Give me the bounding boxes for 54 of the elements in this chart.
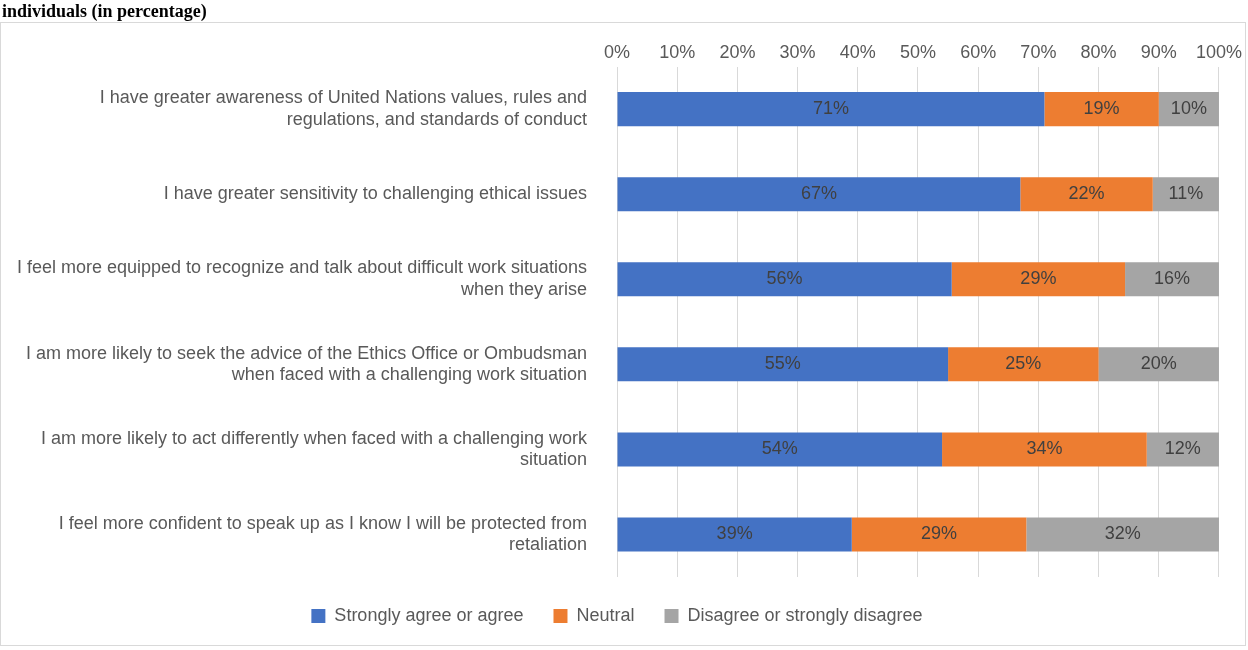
data-label: 32% — [1104, 523, 1141, 544]
x-tick-label: 30% — [779, 41, 816, 62]
bar — [617, 347, 949, 382]
x-tick-label: 70% — [1020, 41, 1057, 62]
data-label: 25% — [1005, 353, 1042, 374]
legend-label: Disagree or strongly disagree — [687, 604, 923, 625]
data-label: 55% — [764, 353, 801, 374]
bar — [1020, 177, 1153, 212]
y-tick-label: I feel more equipped to recognize and talk about difficult work situations when they arise — [16, 257, 587, 300]
x-tick-label: 0% — [603, 41, 631, 62]
data-label: 34% — [1026, 438, 1063, 459]
data-label: 19% — [1083, 98, 1120, 119]
x-tick-label: 20% — [719, 41, 756, 62]
y-tick-label: I have greater sensitivity to challenging ethical issues — [163, 183, 587, 204]
legend-label: Strongly agree or agree — [334, 604, 524, 625]
bar — [1044, 92, 1159, 127]
y-tick-label: I feel more confident to speak up as I know I will be protected from retaliation — [58, 512, 587, 555]
data-label: 39% — [716, 523, 753, 544]
bar — [1098, 347, 1219, 382]
legend-label: Neutral — [576, 604, 635, 625]
y-tick-label: I am more likely to act differently when faced with a challenging work situation — [41, 427, 588, 470]
data-label: 12% — [1164, 438, 1201, 459]
x-tick-label: 10% — [659, 41, 696, 62]
y-tick-label: I have greater awareness of United Nations values, rules and regulations, and standards of conduct — [99, 87, 587, 129]
x-tick-label: 90% — [1140, 41, 1177, 62]
data-label: 71% — [812, 98, 849, 119]
bar — [617, 92, 1045, 127]
data-label: 20% — [1140, 353, 1177, 374]
bar — [617, 517, 852, 552]
data-label: 67% — [800, 183, 837, 204]
bar — [1125, 262, 1219, 297]
bar — [948, 347, 1099, 382]
x-tick-label: 100% — [1195, 41, 1242, 62]
data-label: 22% — [1068, 183, 1105, 204]
data-label: 16% — [1154, 268, 1191, 289]
data-label: 29% — [921, 523, 958, 544]
text: individuals (in percentage) — [1, 0, 208, 22]
bar — [951, 262, 1126, 297]
bar — [617, 262, 952, 297]
data-label: 10% — [1170, 98, 1207, 119]
bar — [942, 432, 1147, 467]
x-tick-label: 60% — [960, 41, 997, 62]
data-label: 11% — [1168, 183, 1204, 204]
x-tick-label: 40% — [839, 41, 876, 62]
data-label: 54% — [761, 438, 798, 459]
bar — [617, 177, 1021, 212]
data-label: 56% — [766, 268, 803, 289]
x-tick-label: 50% — [899, 41, 937, 62]
y-tick-label: I am more likely to seek the advice of the Ethics Office or Ombudsman when faced with a challenging work situation — [26, 342, 587, 385]
data-label: 29% — [1020, 268, 1057, 289]
bar — [1026, 517, 1219, 552]
bar — [617, 432, 943, 467]
x-tick-label: 80% — [1080, 41, 1117, 62]
bar — [851, 517, 1027, 552]
